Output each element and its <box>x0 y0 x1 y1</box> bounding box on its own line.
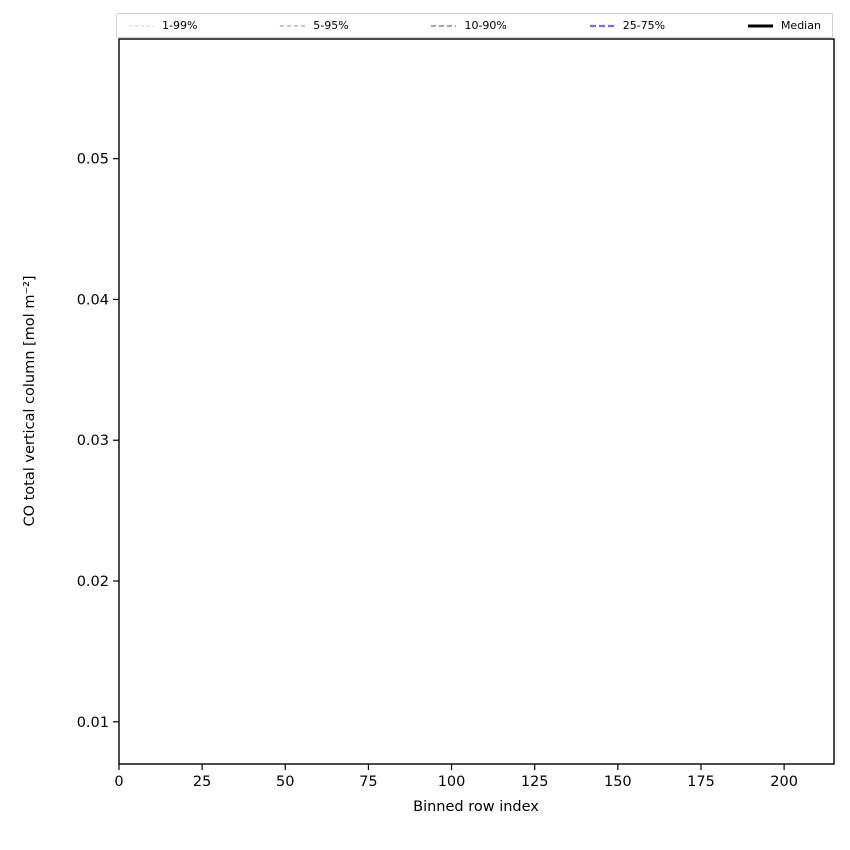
x-tick-label: 25 <box>193 774 211 790</box>
x-tick-label: 75 <box>359 774 377 790</box>
x-tick-label: 0 <box>114 774 123 790</box>
y-tick-label: 0.03 <box>77 433 109 449</box>
x-tick-label: 100 <box>438 774 466 790</box>
legend-item-5-95-: 5-95% <box>279 19 349 32</box>
legend-label: 5-95% <box>313 19 349 32</box>
legend-label: 1-99% <box>162 19 198 32</box>
x-tick-label: 200 <box>770 774 798 790</box>
y-tick-label: 0.04 <box>77 292 109 308</box>
y-tick-label: 0.05 <box>77 152 109 168</box>
x-tick-label: 50 <box>276 774 294 790</box>
legend-label: 25-75% <box>622 19 666 32</box>
dashed-line-swatch <box>129 24 154 27</box>
y-axis-label: CO total vertical column [mol m⁻²] <box>22 275 38 526</box>
y-tick-label: 0.01 <box>77 715 109 731</box>
solid-line-swatch <box>747 24 773 27</box>
legend-label: 10-90% <box>464 19 507 32</box>
dashed-line-swatch <box>431 24 457 27</box>
legend-item-25-75-: 25-75% <box>589 20 665 31</box>
legend-item-10-90-: 10-90% <box>430 19 507 32</box>
dashed-line-swatch <box>280 24 306 27</box>
legend-label: Median <box>780 19 821 32</box>
plot-border <box>118 38 835 765</box>
axes: 0 25 50 75 100 125 150 175 200 0.01 0.02 0.03 0.04 0.… <box>77 38 835 790</box>
y-tick-label: 0.02 <box>77 574 109 590</box>
x-tick-label: 125 <box>521 774 549 790</box>
dashed-line-swatch <box>589 24 615 27</box>
legend-item-1-99-: 1-99% <box>128 20 197 31</box>
legend-item-median: Median <box>747 20 821 31</box>
x-axis-label: Binned row index <box>413 799 539 815</box>
legend: 1-99% 5-95% 10-90% 25-75% Median <box>116 13 833 38</box>
x-tick-label: 175 <box>687 774 715 790</box>
x-tick-label: 150 <box>604 774 632 790</box>
